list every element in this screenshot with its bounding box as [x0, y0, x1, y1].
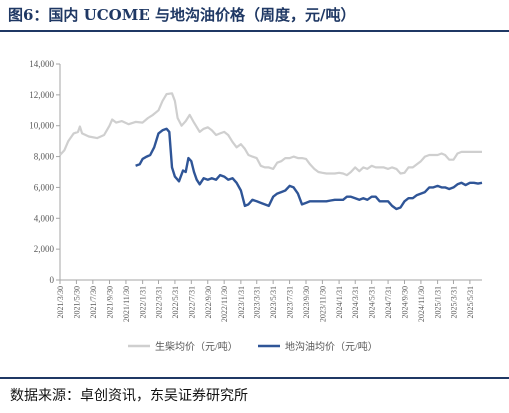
- x-tick-label: 2021/7/30: [89, 286, 98, 318]
- y-tick-label: 2,000: [34, 244, 55, 254]
- x-tick-label: 2023/1/31: [237, 286, 246, 318]
- top-rule: [0, 30, 509, 32]
- y-tick-label: 6,000: [34, 182, 55, 192]
- x-tick-label: 2024/11/30: [417, 286, 426, 322]
- y-tick-label: 10,000: [29, 121, 54, 131]
- x-tick-label: 2022/5/31: [171, 286, 180, 318]
- x-tick-label: 2021/9/30: [106, 286, 115, 318]
- x-tick-label: 2021/3/30: [56, 286, 65, 318]
- y-tick-label: 14,000: [29, 59, 54, 69]
- bottom-rule: [0, 377, 509, 379]
- x-tick-label: 2024/3/31: [351, 286, 360, 318]
- x-tick-label: 2022/3/31: [155, 286, 164, 318]
- legend-item-waste-oil-label: 地沟油均价（元/吨）: [285, 340, 378, 353]
- x-tick-label: 2025/3/31: [449, 286, 458, 318]
- x-tick-label: 2022/11/30: [220, 286, 229, 322]
- line-chart: 02,0004,0006,0008,00010,00012,00014,000 …: [29, 59, 483, 353]
- x-tick-label: 2023/3/31: [253, 286, 262, 318]
- y-tick-label: 4,000: [34, 213, 55, 223]
- series-line-ucome: [59, 92, 482, 177]
- series-line-waste-oil: [135, 127, 483, 211]
- x-tick-label: 2023/7/31: [286, 286, 295, 318]
- x-tick-label: 2022/7/31: [187, 286, 196, 318]
- x-tick-label: 2024/5/31: [368, 286, 377, 318]
- y-axis-ticks: 0 2,000 4,000 6,000 8,000 10,000 12,000 14,000: [29, 59, 60, 285]
- x-tick-label: 2023/11/30: [318, 286, 327, 322]
- x-tick-label: 2025/5/31: [466, 286, 475, 318]
- series-lines: [59, 92, 483, 211]
- y-tick-label: 0: [50, 275, 55, 285]
- legend: 生柴均价（元/吨） 地沟油均价（元/吨）: [128, 340, 378, 353]
- x-tick-label: 2024/9/30: [400, 286, 409, 318]
- x-tick-label: 2022/9/30: [204, 286, 213, 318]
- x-tick-label: 2021/11/30: [122, 286, 131, 322]
- x-tick-label: 2024/1/31: [335, 286, 344, 318]
- x-tick-label: 2022/1/31: [139, 286, 148, 318]
- x-tick-label: 2023/9/30: [302, 286, 311, 318]
- x-axis-ticks: 2021/3/30 2021/5/30 2021/7/30 2021/9/30 2021…: [56, 280, 475, 322]
- source-note: 数据来源：卓创资讯，东吴证券研究所: [10, 388, 248, 404]
- legend-item-ucome-label: 生柴均价（元/吨）: [155, 340, 238, 353]
- x-tick-label: 2023/5/31: [269, 286, 278, 318]
- y-tick-label: 12,000: [29, 90, 54, 100]
- x-tick-label: 2021/5/30: [72, 286, 81, 318]
- figure-title: 图6：国内 UCOME 与地沟油价格（周度，元/吨）: [8, 6, 356, 24]
- x-tick-label: 2025/1/31: [434, 286, 443, 318]
- chart-axes: [59, 64, 482, 281]
- x-tick-label: 2024/7/31: [384, 286, 393, 318]
- y-tick-label: 8,000: [34, 152, 55, 162]
